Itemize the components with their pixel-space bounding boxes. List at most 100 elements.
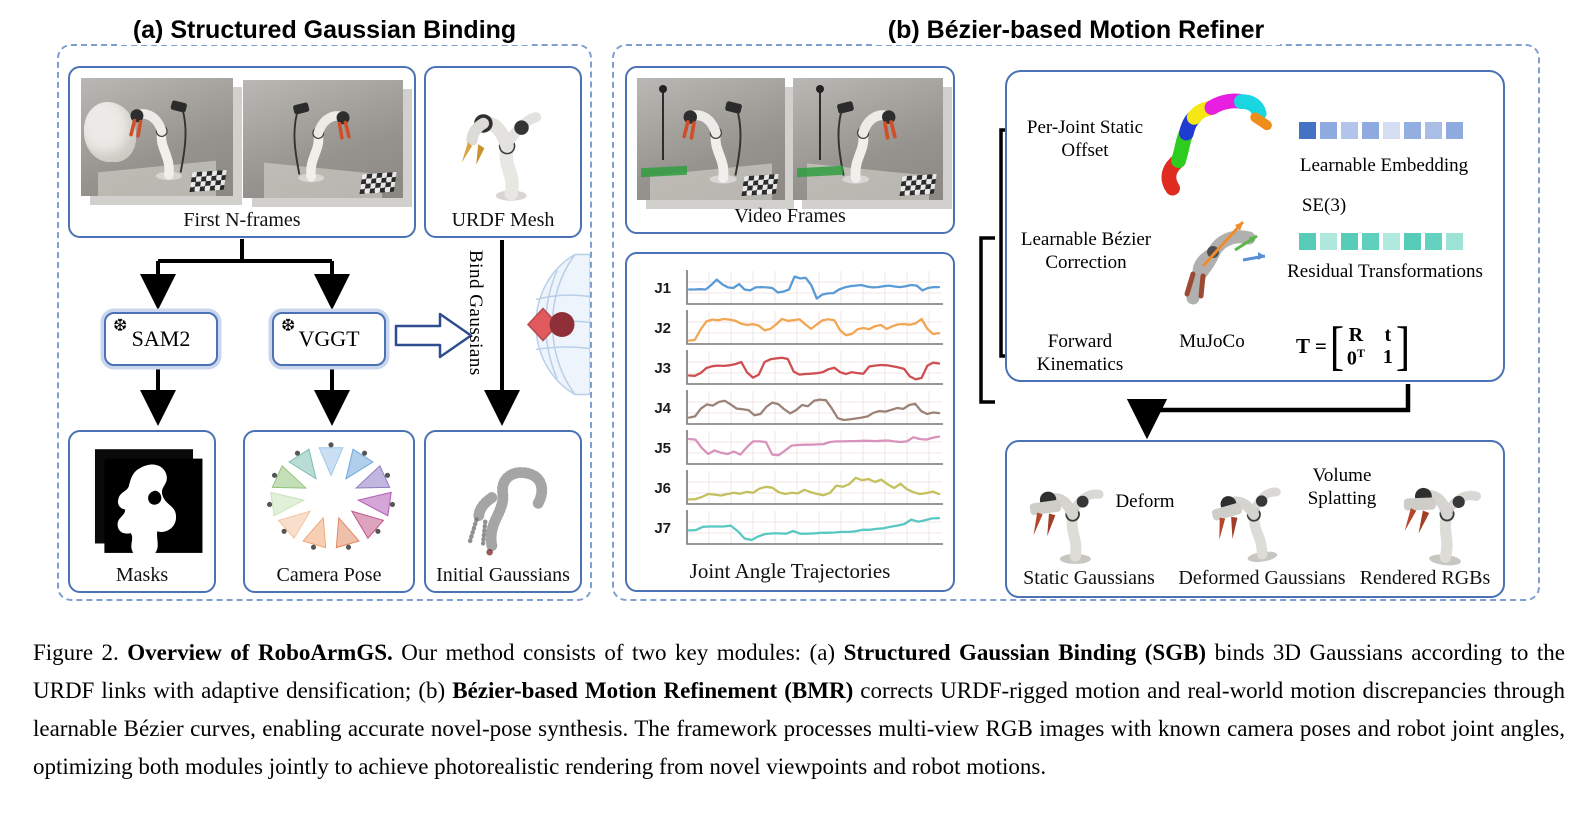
- static-gaussians-graphic: [1019, 448, 1119, 568]
- initial-gaussians-box: Initial Gaussians: [424, 430, 582, 593]
- camera-cone: [302, 516, 327, 549]
- caption-bold-segment: Overview of RoboArmGS.: [127, 640, 393, 665]
- left-bracket: [: [1329, 316, 1345, 376]
- joint-label-J7: J7: [654, 519, 671, 537]
- tripod-graphic: [659, 85, 668, 160]
- snowflake-icon: ❆: [113, 316, 128, 336]
- residual-square: [1446, 233, 1463, 250]
- panel-a-title: (a) Structured Gaussian Binding: [57, 16, 592, 45]
- joint-label-J5: J5: [654, 439, 671, 457]
- deform-label: Deform: [1115, 491, 1175, 512]
- caption-segment: Our method consists of two key modules: …: [392, 640, 844, 665]
- caption-segment: binds 3D Gaussians according to the URDF…: [33, 640, 1565, 703]
- camera-cone: [277, 510, 312, 540]
- joint-chart-J1: [686, 270, 943, 305]
- render-box: Deform Volume Splatting Static Gaussians …: [1005, 440, 1505, 598]
- sam2-box: ❆ SAM2: [104, 312, 218, 366]
- fiducial-marker: [189, 169, 227, 193]
- motion-refiner-box: Per-Joint Static Offset Learnable Embeddi…: [1005, 70, 1505, 382]
- tripod-graphic: [815, 85, 824, 160]
- video-frames-box: Video Frames: [625, 66, 955, 234]
- right-bracket: ]: [1395, 316, 1411, 376]
- joint-chart-J4: [686, 390, 943, 425]
- rendered-rgbs-label: Rendered RGBs: [1359, 567, 1491, 589]
- camera-dot: [384, 472, 391, 478]
- vggt-box: ❆ VGGT: [272, 312, 386, 366]
- joint-trajectories-label: Joint Angle Trajectories: [689, 559, 891, 583]
- robot-photo: [243, 80, 403, 198]
- camera-cone: [318, 447, 344, 477]
- learnable-embedding-label: Learnable Embedding: [1299, 155, 1469, 176]
- camera-dot: [310, 544, 317, 550]
- caption-bold-segment: Structured Gaussian Binding (SGB): [843, 640, 1207, 665]
- panel-b-title: (b) Bézier-based Motion Refiner: [612, 16, 1540, 45]
- joint-row-J3: J3: [635, 348, 949, 388]
- joint-row-J2: J2: [635, 308, 949, 348]
- embedding-square: [1404, 122, 1421, 139]
- joint-chart-J5: [686, 430, 943, 465]
- camera-dot: [375, 528, 381, 534]
- initial-gaussians-graphic: [467, 467, 548, 556]
- se3-label: SE(3): [1301, 195, 1347, 216]
- embedding-square: [1425, 122, 1442, 139]
- vggt-label: VGGT: [298, 326, 360, 351]
- camera-cone: [345, 448, 374, 480]
- residual-square: [1425, 233, 1442, 250]
- joint-trajectories-box: J1 J2 J3 J4 J5 J6 J7 Joint Angle Trajectories: [625, 252, 955, 592]
- joint-label-J1: J1: [654, 279, 671, 297]
- camera-pose-box: Camera Pose: [243, 430, 415, 593]
- camera-cone: [270, 491, 306, 517]
- camera-cone: [356, 491, 392, 517]
- camera-dot: [361, 450, 368, 456]
- camera-cone: [288, 448, 317, 480]
- residual-square: [1299, 233, 1316, 250]
- joint-trajectory-charts: J1 J2 J3 J4 J5 J6 J7: [635, 268, 949, 548]
- camera-cone: [271, 465, 308, 489]
- initial-gaussians-label: Initial Gaussians: [436, 564, 570, 586]
- embedding-square: [1446, 122, 1463, 139]
- urdf-mesh-label: URDF Mesh: [451, 209, 555, 231]
- residual-square: [1320, 233, 1337, 250]
- mask-graphic: [94, 449, 203, 559]
- gaussian-sphere-graphic: [526, 253, 590, 396]
- urdf-robot-graphic: [461, 112, 542, 201]
- fiducial-marker: [741, 173, 779, 197]
- urdf-mesh-box: URDF Mesh: [424, 66, 582, 238]
- formula-lhs: T =: [1296, 334, 1327, 359]
- fiducial-marker: [359, 171, 397, 195]
- joint-label-J4: J4: [654, 399, 671, 417]
- joint-label-J3: J3: [654, 359, 671, 377]
- residual-square: [1383, 233, 1400, 250]
- learnable-embedding-squares: [1299, 122, 1467, 144]
- fiducial-marker: [899, 173, 937, 197]
- colored-joint-arm-graphic: [1161, 93, 1272, 196]
- camera-cone: [354, 465, 391, 489]
- camera-pose-graphic: [266, 442, 396, 550]
- joint-row-J7: J7: [635, 508, 949, 548]
- bezier-correction-robot-graphic: [1184, 220, 1266, 305]
- embedding-square: [1320, 122, 1337, 139]
- residual-transformation-squares: [1299, 233, 1467, 255]
- video-frame-photo: [637, 78, 785, 200]
- camera-dot: [266, 501, 273, 508]
- per-joint-static-offset-label: Per-Joint Static Offset: [1026, 117, 1144, 162]
- camera-pose-label: Camera Pose: [276, 564, 382, 586]
- joint-row-J6: J6: [635, 468, 949, 508]
- camera-dot: [345, 544, 352, 550]
- joint-label-J2: J2: [654, 319, 671, 337]
- joint-row-J4: J4: [635, 388, 949, 428]
- caption-segment: corrects URDF-rigged motion and real-wor…: [33, 678, 1566, 779]
- camera-dot: [271, 472, 278, 478]
- residual-square: [1362, 233, 1379, 250]
- joint-row-J1: J1: [635, 268, 949, 308]
- embedding-square: [1383, 122, 1400, 139]
- joint-chart-J7: [686, 510, 943, 545]
- first-n-frames-box: First N-frames: [68, 66, 416, 238]
- caption-segment: Figure 2.: [33, 640, 128, 665]
- residual-square: [1404, 233, 1421, 250]
- masks-box: Masks: [68, 430, 216, 593]
- joint-chart-J2: [686, 310, 943, 345]
- camera-dot: [328, 442, 334, 448]
